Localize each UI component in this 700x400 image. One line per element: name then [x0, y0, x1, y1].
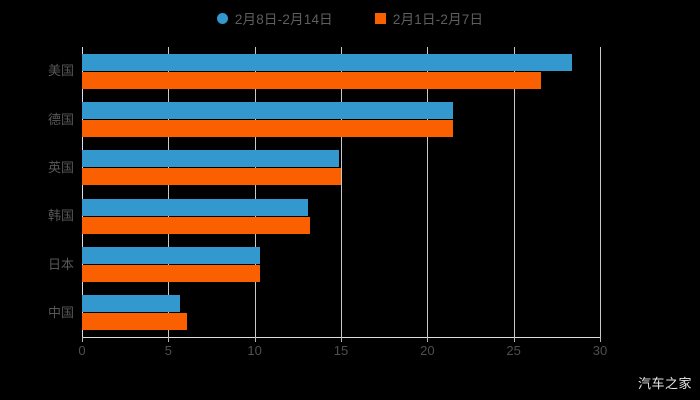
x-tick-label: 20: [420, 343, 435, 358]
x-tick-mark: [341, 337, 342, 342]
bar-英国-series-1[interactable]: [82, 168, 341, 186]
y-axis-label-英国: 英国: [47, 159, 74, 175]
x-axis: 0 5 10 15 20 25 30: [78, 337, 607, 361]
bar-中国-series-0[interactable]: [82, 295, 181, 313]
x-tick-mark: [513, 337, 515, 342]
bar-中国-series-1[interactable]: [82, 313, 188, 331]
y-axis-line: [82, 47, 83, 337]
bar-美国-series-1[interactable]: [82, 71, 542, 89]
gridline: [254, 47, 256, 337]
chart-legend: 2月8日-2月14日 2月1日-2月7日: [0, 6, 700, 30]
x-tick-mark: [254, 337, 256, 342]
y-axis-label-德国: 德国: [47, 111, 74, 127]
gridline: [168, 47, 170, 337]
x-tick-mark: [168, 337, 170, 342]
y-axis-label-韩国: 韩国: [47, 208, 74, 224]
gridline: [513, 47, 515, 337]
bar-韩国-series-1[interactable]: [82, 216, 310, 234]
x-tick-label: 30: [592, 343, 608, 358]
y-axis-labels: 美国德国英国韩国日本中国: [0, 47, 700, 337]
bar-韩国-series-0[interactable]: [82, 198, 309, 216]
bar-德国-series-1[interactable]: [82, 120, 454, 137]
legend-marker-square-icon: [374, 12, 386, 24]
x-tick-label: 25: [506, 343, 521, 358]
x-tick-mark: [600, 337, 601, 342]
gridline: [427, 47, 429, 337]
x-tick-label: 5: [164, 343, 172, 358]
x-tick-mark: [82, 337, 83, 342]
y-axis-label-日本: 日本: [47, 256, 74, 272]
bar-日本-series-1[interactable]: [82, 265, 260, 282]
bar-德国-series-0[interactable]: [82, 102, 454, 119]
bar-美国-series-0[interactable]: [82, 53, 573, 71]
bar-日本-series-0[interactable]: [82, 247, 260, 264]
gridline: [341, 47, 342, 337]
x-tick-label: 10: [247, 343, 262, 358]
y-axis-label-美国: 美国: [47, 63, 74, 79]
bar-英国-series-0[interactable]: [82, 150, 340, 168]
watermark: 汽车之家: [637, 376, 692, 391]
legend-item-series-1[interactable]: 2月1日-2月7日: [374, 8, 484, 28]
x-tick-mark: [427, 337, 429, 342]
x-tick-label: 0: [78, 343, 86, 358]
legend-label-series-0: 2月8日-2月14日: [234, 12, 333, 27]
legend-label-series-1: 2月1日-2月7日: [392, 12, 484, 27]
plot-area: [82, 47, 601, 337]
y-axis-label-中国: 中国: [47, 304, 74, 320]
legend-marker-circle-icon: [216, 12, 228, 24]
gridline: [600, 47, 601, 337]
legend-item-series-0[interactable]: 2月8日-2月14日: [216, 8, 333, 28]
x-tick-label: 15: [333, 343, 349, 358]
